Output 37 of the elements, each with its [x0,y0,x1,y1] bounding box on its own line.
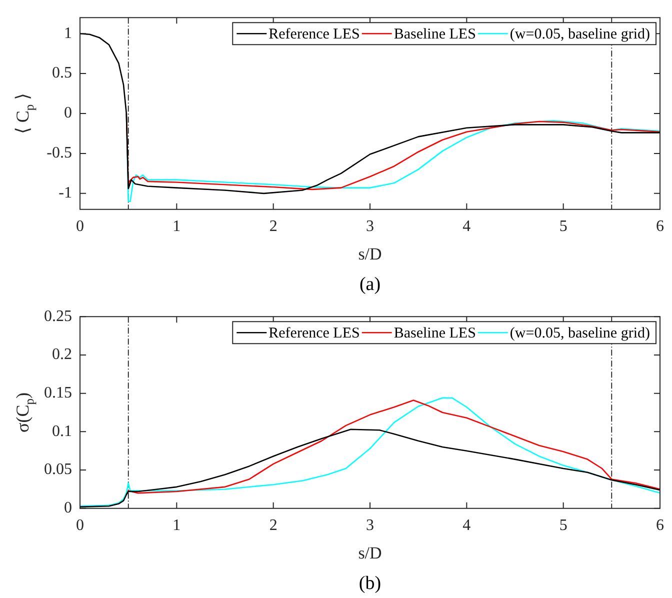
legend-label: (w=0.05, baseline grid) [510,26,650,43]
legend-label: Baseline LES [394,26,476,43]
y-axis-title: ⟨ Cp ⟩ [12,92,37,134]
text: (a) [359,274,381,295]
y-tick-label: 0 [64,500,72,517]
y-tick-label: 0.05 [44,461,72,478]
x-axis-title: s/D [358,244,382,264]
y-tick-label: 0 [64,104,72,122]
x-tick-label: 4 [462,218,471,236]
x-tick-label: 6 [656,517,664,534]
x-tick-label: 6 [656,218,664,236]
legend-label: Baseline LES [394,326,476,342]
x-tick-label: 0 [76,517,84,534]
y-tick-label: 0.15 [44,384,72,402]
legend-label: Reference LES [268,26,360,43]
y-tick-label: -0.5 [46,144,72,162]
x-tick-label: 4 [462,517,471,534]
x-tick-label: 3 [366,517,374,534]
y-tick-label: 0.1 [52,422,72,440]
x-tick-label: 3 [366,218,374,236]
x-tick-label: 0 [76,218,84,236]
legend-label: Reference LES [268,326,360,342]
y-tick-label: 1 [64,24,72,42]
y-tick-label: 0.5 [52,64,72,82]
y-tick-label: 0.25 [44,308,72,325]
x-tick-label: 1 [172,517,181,534]
legend-label: (w=0.05, baseline grid) [510,326,650,342]
x-tick-label: 5 [559,517,568,534]
x-tick-label: 2 [269,218,278,236]
y-tick-label: -1 [58,184,72,202]
x-tick-label: 5 [559,218,568,236]
x-tick-label: 2 [269,517,278,534]
x-tick-label: 1 [172,218,181,236]
y-tick-label: 0.2 [52,346,72,364]
x-axis-title: s/D [358,543,382,562]
y-axis-title: σ(Cp) [12,392,37,432]
text: (b) [358,572,382,594]
